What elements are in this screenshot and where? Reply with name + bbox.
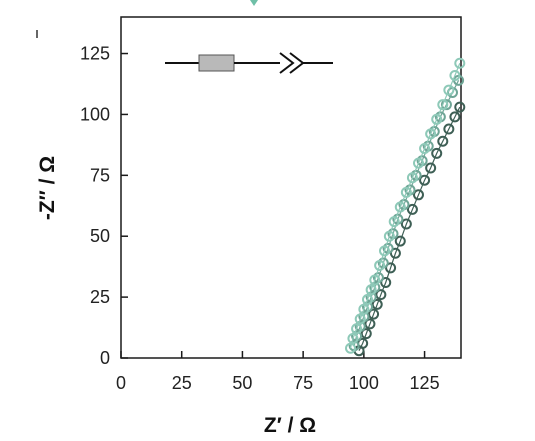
data-point <box>347 333 359 345</box>
x-tick-label: 75 <box>293 373 313 393</box>
series-1 <box>353 101 466 357</box>
y-tick-label: 100 <box>80 104 110 124</box>
data-point <box>406 203 418 215</box>
resistor-icon <box>198 54 235 72</box>
data-point <box>419 143 431 155</box>
x-axis-ticks: 0 25 50 75 100 125 <box>116 351 440 393</box>
data-point <box>365 284 377 296</box>
data-point <box>371 298 383 310</box>
data-point <box>364 318 376 330</box>
data-point <box>454 57 466 69</box>
y-tick-label: 125 <box>80 44 110 64</box>
data-point <box>431 147 443 159</box>
data-point <box>454 101 466 113</box>
data-point <box>379 245 390 257</box>
data-point <box>437 135 449 147</box>
y-axis-ticks: 0 25 50 75 100 125 <box>80 44 128 368</box>
data-point <box>360 328 372 340</box>
data-point <box>385 262 397 274</box>
series-2 <box>348 74 465 352</box>
data-point <box>351 323 363 335</box>
data-point <box>431 113 443 125</box>
x-tick-label: 0 <box>116 373 126 393</box>
data-point <box>449 111 461 123</box>
data-point <box>383 230 395 242</box>
series-line <box>358 106 461 351</box>
y-axis-title: -Z″ / Ω <box>36 156 59 220</box>
data-point <box>406 172 418 184</box>
data-point <box>375 289 387 301</box>
data-point <box>362 294 373 306</box>
edge-artifact-mark <box>36 30 38 38</box>
data-point <box>369 274 381 286</box>
data-point <box>388 216 400 228</box>
x-tick-label: 125 <box>410 373 440 393</box>
data-point <box>443 123 455 135</box>
x-tick-label: 25 <box>172 373 192 393</box>
data-point <box>394 201 406 213</box>
data-point <box>425 162 437 174</box>
data-point <box>449 69 461 81</box>
data-point <box>374 259 386 271</box>
inset-circuit <box>165 52 333 74</box>
data-point <box>413 157 424 169</box>
plot-frame <box>120 16 462 359</box>
data-point <box>419 174 431 186</box>
data-point <box>358 303 370 315</box>
cpe-icon <box>279 52 305 74</box>
data-point <box>413 189 424 201</box>
edge-artifact <box>250 0 258 6</box>
data-series <box>345 57 466 357</box>
data-point <box>440 99 452 111</box>
data-point <box>425 128 437 140</box>
data-point <box>368 308 380 320</box>
y-tick-label: 75 <box>90 165 110 185</box>
series-3 <box>345 57 466 354</box>
data-point <box>400 186 412 198</box>
data-point <box>389 247 401 259</box>
data-point <box>345 342 356 354</box>
data-point <box>354 313 366 325</box>
y-tick-label: 25 <box>90 287 110 307</box>
y-tick-label: 0 <box>100 348 110 368</box>
y-tick-label: 50 <box>90 226 110 246</box>
x-axis-title: Z′ / Ω <box>264 414 316 437</box>
data-point <box>380 276 392 288</box>
data-point <box>437 99 449 111</box>
x-tick-label: 50 <box>232 373 252 393</box>
x-tick-label: 100 <box>349 373 379 393</box>
data-point <box>394 235 406 247</box>
data-point <box>443 84 455 96</box>
data-point <box>400 218 412 230</box>
